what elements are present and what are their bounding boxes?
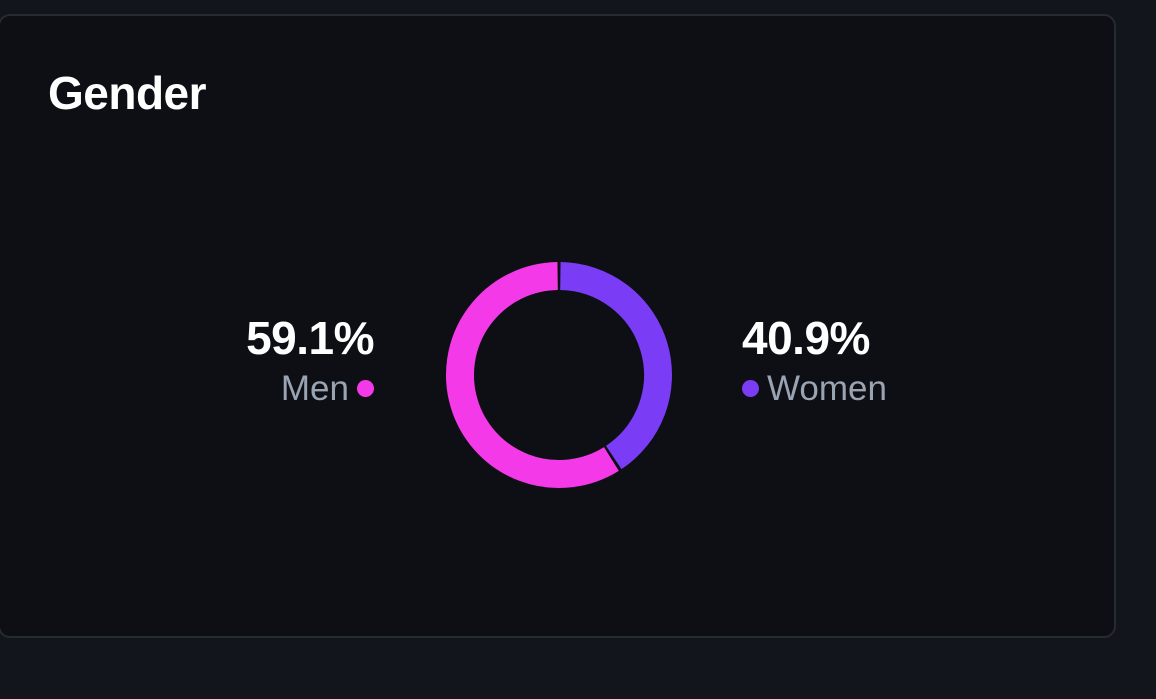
men-legend: Men [246, 371, 374, 406]
donut-slice-men [446, 262, 619, 488]
men-percentage: 59.1% [246, 312, 374, 364]
gender-donut-chart [446, 262, 672, 488]
men-dot-icon [357, 380, 374, 397]
card-title: Gender [48, 67, 207, 119]
women-label: Women [767, 369, 887, 408]
donut-slice-women [559, 262, 672, 470]
men-label: Men [280, 369, 349, 408]
women-percentage: 40.9% [742, 312, 870, 364]
women-stat: 40.9% Women [742, 315, 887, 406]
women-legend: Women [742, 371, 887, 406]
gender-card: Gender [0, 14, 1116, 638]
men-stat: 59.1% Men [246, 315, 374, 406]
women-dot-icon [742, 380, 759, 397]
